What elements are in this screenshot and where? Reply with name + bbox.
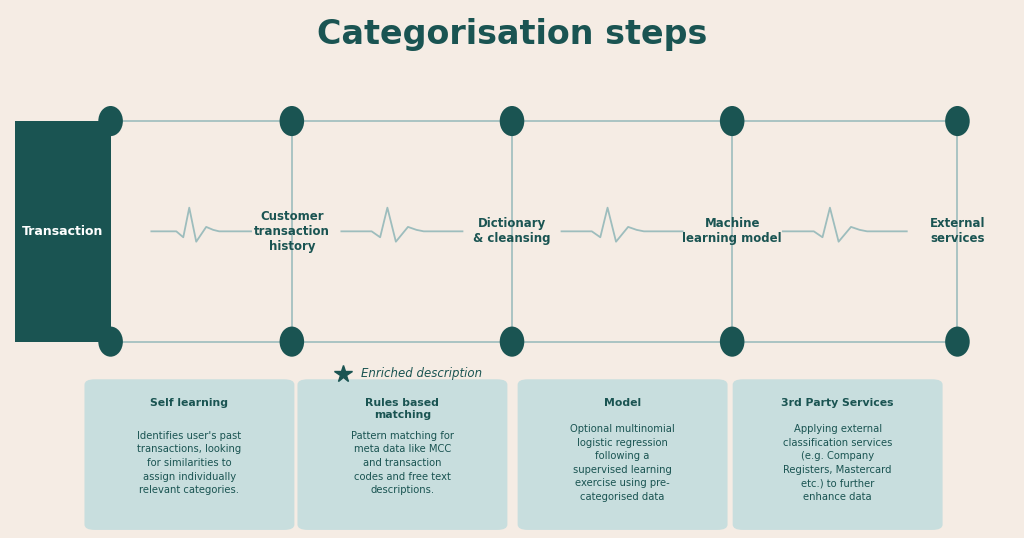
Text: Model: Model	[604, 398, 641, 408]
Ellipse shape	[945, 327, 970, 357]
FancyBboxPatch shape	[517, 379, 727, 530]
Ellipse shape	[280, 327, 304, 357]
FancyBboxPatch shape	[732, 379, 942, 530]
Ellipse shape	[98, 106, 123, 136]
Text: External
services: External services	[930, 217, 985, 245]
Ellipse shape	[720, 106, 744, 136]
Text: Dictionary
& cleansing: Dictionary & cleansing	[473, 217, 551, 245]
Text: Machine
learning model: Machine learning model	[682, 217, 782, 245]
Text: Pattern matching for
meta data like MCC
and transaction
codes and free text
desc: Pattern matching for meta data like MCC …	[351, 431, 454, 495]
Text: Customer
transaction
history: Customer transaction history	[254, 210, 330, 253]
Text: Optional multinomial
logistic regression
following a
supervised learning
exercis: Optional multinomial logistic regression…	[570, 424, 675, 502]
Text: 3rd Party Services: 3rd Party Services	[781, 398, 894, 408]
Text: Categorisation steps: Categorisation steps	[316, 18, 708, 52]
Ellipse shape	[720, 327, 744, 357]
FancyBboxPatch shape	[84, 379, 295, 530]
FancyBboxPatch shape	[297, 379, 507, 530]
Text: Rules based
matching: Rules based matching	[366, 398, 439, 420]
Ellipse shape	[945, 106, 970, 136]
Text: Identifies user's past
transactions, looking
for similarities to
assign individu: Identifies user's past transactions, loo…	[137, 431, 242, 495]
Ellipse shape	[98, 327, 123, 357]
Text: Enriched description: Enriched description	[361, 367, 482, 380]
Ellipse shape	[500, 106, 524, 136]
Ellipse shape	[280, 106, 304, 136]
Ellipse shape	[500, 327, 524, 357]
Text: Applying external
classification services
(e.g. Company
Registers, Mastercard
et: Applying external classification service…	[783, 424, 892, 502]
Text: Self learning: Self learning	[151, 398, 228, 408]
Text: Transaction: Transaction	[23, 225, 103, 238]
FancyBboxPatch shape	[15, 121, 111, 342]
